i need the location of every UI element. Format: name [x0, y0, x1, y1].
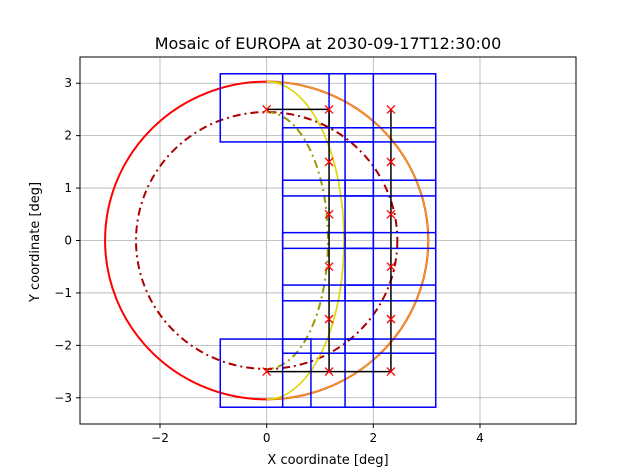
x-tick-label: 4 — [476, 431, 484, 445]
mosaic-tile — [281, 73, 375, 143]
pointing-marker — [324, 314, 334, 324]
pointing-marker — [324, 209, 334, 219]
y-tick-label: −3 — [54, 391, 72, 405]
x-axis-label: X coordinate [deg] — [267, 453, 388, 468]
pointing-marker — [386, 209, 396, 219]
terminator-dashed — [266, 111, 329, 370]
pointing-marker — [324, 157, 334, 167]
plot-content — [104, 73, 437, 408]
mosaic-tile — [281, 338, 375, 408]
pointing-marker — [386, 104, 396, 114]
terminator-solid — [266, 80, 345, 401]
mosaic-tile — [219, 73, 330, 143]
pointing-marker — [386, 262, 396, 272]
y-axis-label: Y coordinate [deg] — [28, 182, 43, 303]
y-tick-label: 1 — [64, 181, 72, 195]
y-tick-label: −2 — [54, 338, 72, 352]
y-tick-label: 2 — [64, 129, 72, 143]
mosaic-tile — [281, 284, 375, 354]
mosaic-tile — [219, 338, 312, 408]
pointing-marker — [386, 157, 396, 167]
scan-path — [266, 108, 392, 373]
pointing-marker — [324, 262, 334, 272]
y-tick-label: 0 — [64, 234, 72, 248]
pointing-marker — [324, 367, 334, 377]
chart-title: Mosaic of EUROPA at 2030-09-17T12:30:00 — [155, 34, 502, 53]
pointing-marker — [324, 104, 334, 114]
x-tick-label: 2 — [370, 431, 378, 445]
y-tick-label: −1 — [54, 286, 72, 300]
mosaic-tile — [281, 231, 375, 302]
y-tick-label: 3 — [64, 76, 72, 90]
pointing-marker — [386, 314, 396, 324]
pointing-marker — [386, 367, 396, 377]
pointing-marker — [262, 104, 272, 114]
x-tick-label: 0 — [263, 431, 271, 445]
mosaic-tile — [281, 127, 375, 197]
pointing-marker — [262, 367, 272, 377]
mosaic-tile — [281, 179, 375, 250]
x-tick-label: −2 — [151, 431, 169, 445]
